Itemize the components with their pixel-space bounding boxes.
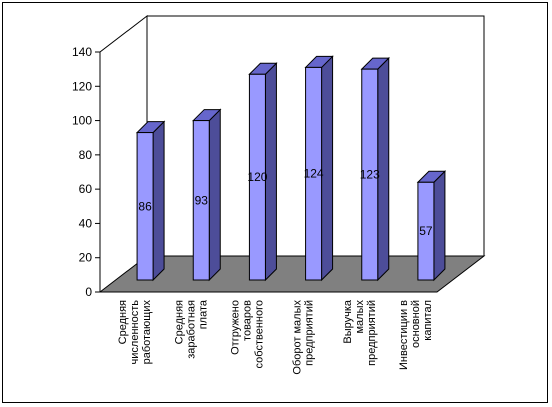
category-label-line: Оборот малых xyxy=(292,300,304,375)
category-label-line: основной xyxy=(410,300,422,348)
y-tick-label: 100 xyxy=(72,114,92,128)
category-label-line: товаров xyxy=(241,300,253,341)
category-label-line: малых xyxy=(354,300,366,334)
bar-front xyxy=(417,181,435,281)
category-label-line: собственного xyxy=(253,300,265,368)
category-label-line: Отгружено xyxy=(229,300,241,355)
bar-front xyxy=(192,120,210,281)
category-labels: Средняя численность работающих Средняя зараб… xyxy=(117,299,434,374)
category-label-line: Средняя xyxy=(117,300,129,344)
bar-side xyxy=(208,108,221,282)
bar-side xyxy=(152,120,165,282)
data-label: 123 xyxy=(360,168,380,182)
category-label-line: заработная xyxy=(185,300,197,359)
data-label: 124 xyxy=(304,167,324,181)
bar-front xyxy=(136,132,154,281)
bar-side xyxy=(433,170,446,282)
bar-front xyxy=(248,73,266,281)
category-label-line: предприятий xyxy=(304,300,316,366)
category-label-line: капитал xyxy=(422,300,434,341)
data-label: 93 xyxy=(195,193,209,207)
y-tick-label: 60 xyxy=(79,182,93,196)
data-label: 57 xyxy=(419,224,433,238)
category-label-line: плата xyxy=(197,299,209,329)
bar-front xyxy=(305,66,323,281)
bar-front xyxy=(361,68,379,281)
category-label-line: Выручка xyxy=(342,299,354,344)
y-tick-label: 40 xyxy=(79,216,93,230)
y-axis: 0 20 40 60 80 100 120 140 xyxy=(72,45,437,299)
category-label-line: Средняя xyxy=(173,300,185,344)
bar-1: 86 xyxy=(135,120,166,282)
bar-3: 120 xyxy=(247,62,278,282)
y-tick-label: 140 xyxy=(72,45,92,59)
bar-2: 93 xyxy=(192,108,222,282)
y-tick-label: 0 xyxy=(85,285,92,299)
category-label: Средняя численность работающих xyxy=(117,300,153,365)
data-label: 86 xyxy=(138,199,152,213)
bar-6: 57 xyxy=(416,170,447,282)
y-tick-label: 20 xyxy=(79,251,93,265)
category-label: Средняя заработная плата xyxy=(173,299,209,359)
y-tick-label: 120 xyxy=(72,79,92,93)
category-label: Оборот малых предприятий xyxy=(292,300,316,375)
bar-5: 123 xyxy=(360,56,390,282)
category-label-line: предприятий xyxy=(366,300,378,366)
category-label-line: Инвестиции в xyxy=(398,300,410,370)
category-label: Инвестиции в основной капитал xyxy=(398,300,434,370)
data-label: 120 xyxy=(247,170,267,184)
category-label-line: работающих xyxy=(141,300,153,365)
back-wall xyxy=(147,15,485,256)
bars: 86 93 120 124 123 57 xyxy=(135,55,447,282)
y-tick-label: 80 xyxy=(79,148,93,162)
bar-4: 124 xyxy=(304,55,334,282)
category-label: Выручка малых предприятий xyxy=(342,299,378,366)
category-label-line: численность xyxy=(129,300,141,365)
category-label: Отгружено товаров собственного xyxy=(229,300,265,369)
